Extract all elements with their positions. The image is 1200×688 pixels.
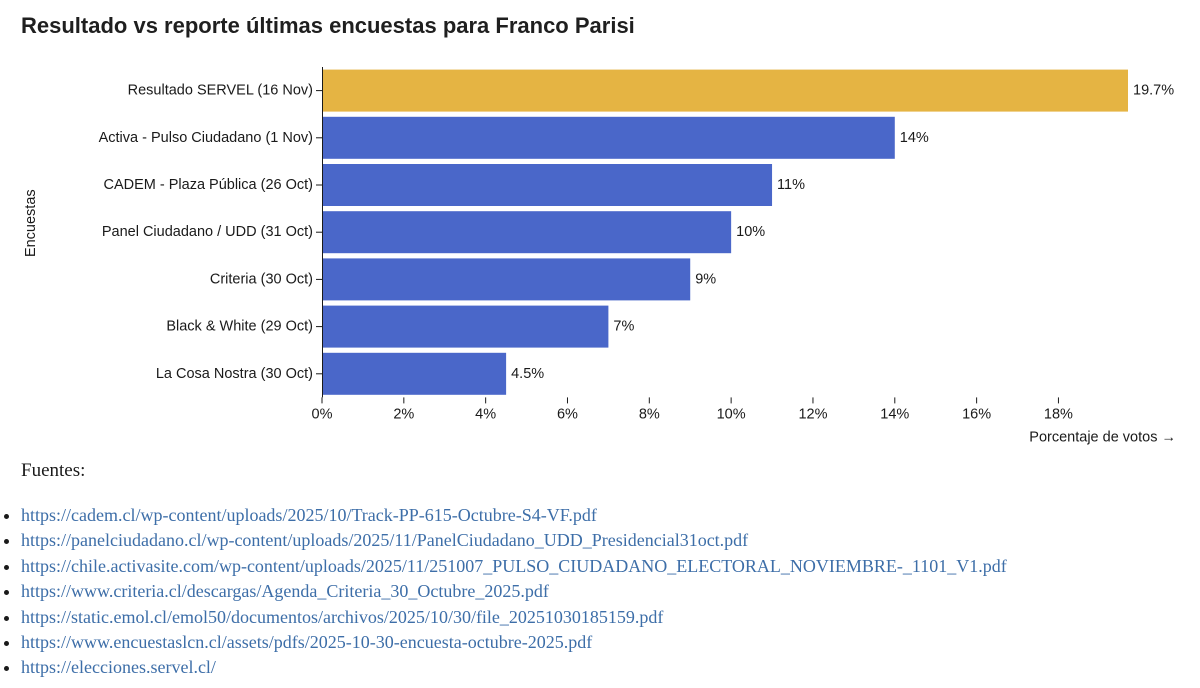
source-link-lcn[interactable]: https://www.encuestaslcn.cl/assets/pdfs/… <box>21 632 593 653</box>
value-label: 4.5% <box>511 366 544 382</box>
source-item: https://www.criteria.cl/descargas/Agenda… <box>21 579 1007 604</box>
category-label: Black & White (29 Oct) <box>166 319 313 335</box>
page-title: Resultado vs reporte últimas encuestas p… <box>21 13 635 38</box>
bar <box>322 211 732 254</box>
category-label: La Cosa Nostra (30 Oct) <box>156 366 313 382</box>
y-axis-title: Encuestas <box>23 189 39 257</box>
value-label: 7% <box>613 319 634 335</box>
category-label: Panel Ciudadano / UDD (31 Oct) <box>102 224 313 240</box>
sources-heading: Fuentes: <box>21 460 86 481</box>
value-label: 10% <box>736 224 765 240</box>
value-label: 19.7% <box>1133 83 1174 99</box>
sources-list: https://cadem.cl/wp-content/uploads/2025… <box>0 503 1007 681</box>
source-item: https://panelciudadano.cl/wp-content/upl… <box>21 528 1007 553</box>
source-link-cadem[interactable]: https://cadem.cl/wp-content/uploads/2025… <box>21 505 597 525</box>
category-label: CADEM - Plaza Pública (26 Oct) <box>103 177 313 193</box>
x-tick-label: 16% <box>962 406 991 422</box>
source-item: https://chile.activasite.com/wp-content/… <box>21 554 1007 579</box>
x-tick-label: 18% <box>1044 406 1073 422</box>
source-item: https://www.encuestaslcn.cl/assets/pdfs/… <box>21 630 1007 655</box>
x-tick-label: 10% <box>717 406 746 422</box>
bar <box>322 305 609 348</box>
x-tick-label: 8% <box>639 406 660 422</box>
source-item: https://elecciones.servel.cl/ <box>21 655 1007 680</box>
source-link-servel[interactable]: https://elecciones.servel.cl/ <box>21 657 216 678</box>
source-item: https://static.emol.cl/emol50/documentos… <box>21 605 1007 630</box>
x-tick-label: 14% <box>880 406 909 422</box>
bar <box>322 69 1128 112</box>
source-link-activa[interactable]: https://chile.activasite.com/wp-content/… <box>21 555 1007 576</box>
category-label: Activa - Pulso Ciudadano (1 Nov) <box>99 130 313 146</box>
category-label: Resultado SERVEL (16 Nov) <box>128 83 313 99</box>
category-label: Criteria (30 Oct) <box>210 271 313 287</box>
x-tick-label: 6% <box>557 406 578 422</box>
bar-chart: Resultado SERVEL (16 Nov) 19.7% Activa - P… <box>23 67 1176 445</box>
bar <box>322 258 691 301</box>
value-label: 11% <box>777 177 805 193</box>
bar <box>322 352 507 395</box>
source-link-panel-ciudadano[interactable]: https://panelciudadano.cl/wp-content/upl… <box>21 530 749 551</box>
x-tick-label: 12% <box>798 406 827 422</box>
x-tick-label: 0% <box>312 406 333 422</box>
source-link-emol[interactable]: https://static.emol.cl/emol50/documentos… <box>21 606 664 627</box>
value-label: 9% <box>695 271 716 287</box>
x-tick-label: 4% <box>475 406 496 422</box>
bar <box>322 164 773 206</box>
source-link-criteria[interactable]: https://www.criteria.cl/descargas/Agenda… <box>21 581 549 602</box>
value-label: 14% <box>900 130 929 146</box>
bar <box>322 116 895 159</box>
source-item: https://cadem.cl/wp-content/uploads/2025… <box>21 503 1007 528</box>
x-tick-label: 2% <box>393 406 414 422</box>
x-axis-title: Porcentaje de votos → <box>1029 429 1176 445</box>
